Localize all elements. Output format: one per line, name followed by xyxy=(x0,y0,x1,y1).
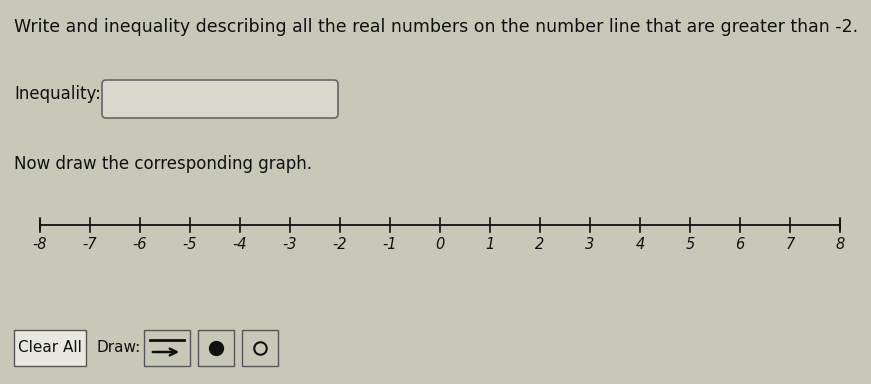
FancyBboxPatch shape xyxy=(242,330,278,366)
Text: 4: 4 xyxy=(635,237,645,252)
Text: Inequality:: Inequality: xyxy=(14,85,101,103)
Text: -4: -4 xyxy=(233,237,247,252)
Text: 0: 0 xyxy=(436,237,444,252)
FancyBboxPatch shape xyxy=(144,330,190,366)
Text: -3: -3 xyxy=(283,237,297,252)
Text: -6: -6 xyxy=(132,237,147,252)
Text: Draw:: Draw: xyxy=(96,341,140,356)
FancyBboxPatch shape xyxy=(198,330,234,366)
Text: 5: 5 xyxy=(685,237,695,252)
Text: 8: 8 xyxy=(835,237,845,252)
Text: 1: 1 xyxy=(485,237,495,252)
Text: -8: -8 xyxy=(33,237,47,252)
Text: 7: 7 xyxy=(786,237,794,252)
Text: Clear All: Clear All xyxy=(18,341,82,356)
FancyBboxPatch shape xyxy=(102,80,338,118)
Text: 2: 2 xyxy=(536,237,544,252)
Text: -5: -5 xyxy=(183,237,197,252)
Text: Now draw the corresponding graph.: Now draw the corresponding graph. xyxy=(14,155,312,173)
Text: -2: -2 xyxy=(333,237,348,252)
Text: 6: 6 xyxy=(735,237,745,252)
Text: -7: -7 xyxy=(83,237,98,252)
Text: Write and inequality describing all the real numbers on the number line that are: Write and inequality describing all the … xyxy=(14,18,858,36)
Text: -1: -1 xyxy=(382,237,397,252)
FancyBboxPatch shape xyxy=(14,330,86,366)
Text: 3: 3 xyxy=(585,237,595,252)
